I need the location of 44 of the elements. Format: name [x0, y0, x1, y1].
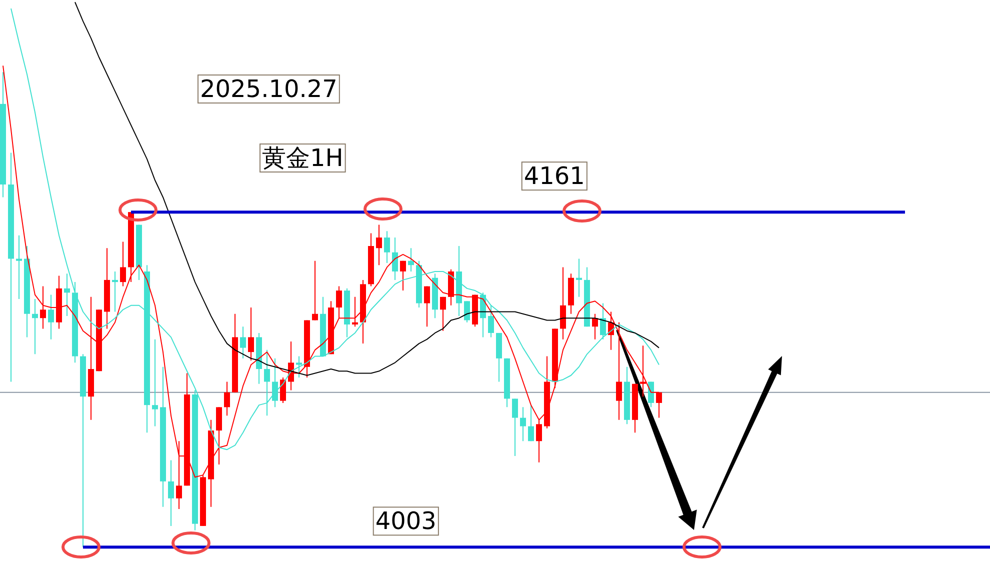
- candlestick: [464, 300, 470, 323]
- candlestick: [40, 286, 46, 330]
- candlestick: [440, 296, 446, 332]
- candlestick: [224, 381, 230, 416]
- candlestick: [48, 294, 54, 340]
- candlestick: [280, 376, 286, 404]
- ref-line-label: 4161: [524, 162, 585, 190]
- candlestick: [560, 266, 566, 340]
- candlestick: [336, 286, 342, 319]
- candlestick: [408, 248, 414, 272]
- candlestick: [488, 304, 494, 338]
- text: 黄金1H: [262, 144, 344, 172]
- candlestick: [520, 406, 526, 442]
- ref-line-label: 4003: [375, 507, 436, 536]
- candlestick: [240, 326, 246, 359]
- candlestick: [216, 406, 222, 465]
- candlestick: [536, 419, 542, 463]
- candlestick: [248, 307, 254, 362]
- candlestick: [16, 234, 22, 300]
- candlestick: [64, 273, 70, 316]
- candlestick: [296, 356, 302, 378]
- candlestick: [592, 313, 598, 340]
- candlestick: [152, 338, 158, 427]
- candlestick: [312, 260, 318, 321]
- candlestick: [120, 241, 126, 287]
- text: 2025.10.27: [200, 75, 338, 103]
- candlestick: [352, 296, 358, 328]
- candlestick: [640, 345, 646, 398]
- candlestick: [376, 224, 382, 266]
- candlestick: [424, 286, 430, 328]
- candlestick: [616, 322, 622, 420]
- candlestick: [112, 270, 118, 312]
- candlestick: [392, 237, 398, 280]
- candlestick: [600, 302, 606, 340]
- candlestick: [648, 381, 654, 408]
- candlestick: [400, 260, 406, 292]
- candlestick: [272, 358, 278, 408]
- candlestick: [168, 460, 174, 526]
- candlestick: [32, 298, 38, 355]
- candlestick: [512, 398, 518, 456]
- candlestick: [576, 258, 582, 298]
- candlestick: [264, 349, 270, 416]
- candlestick: [384, 230, 390, 264]
- candlestick: [528, 404, 534, 442]
